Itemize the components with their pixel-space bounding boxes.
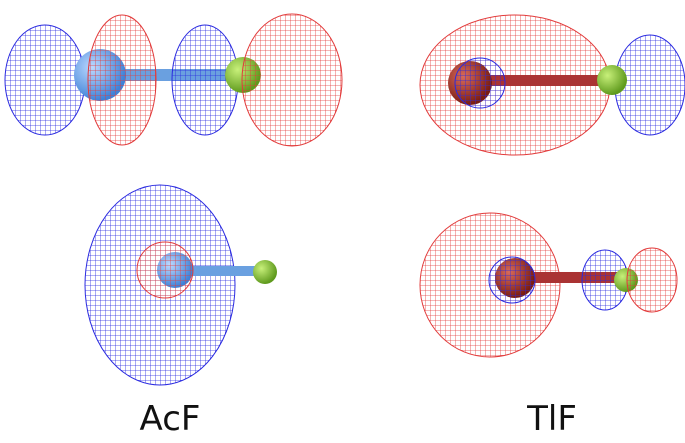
tlf-orbital-bottom xyxy=(419,212,678,358)
tlf-orbital-top xyxy=(419,14,685,156)
acf-orbital-top xyxy=(4,13,343,147)
molecule-label: AcF xyxy=(140,399,201,439)
acf-orbital-bottom xyxy=(84,184,277,386)
molecule-label: TlF xyxy=(526,399,577,439)
